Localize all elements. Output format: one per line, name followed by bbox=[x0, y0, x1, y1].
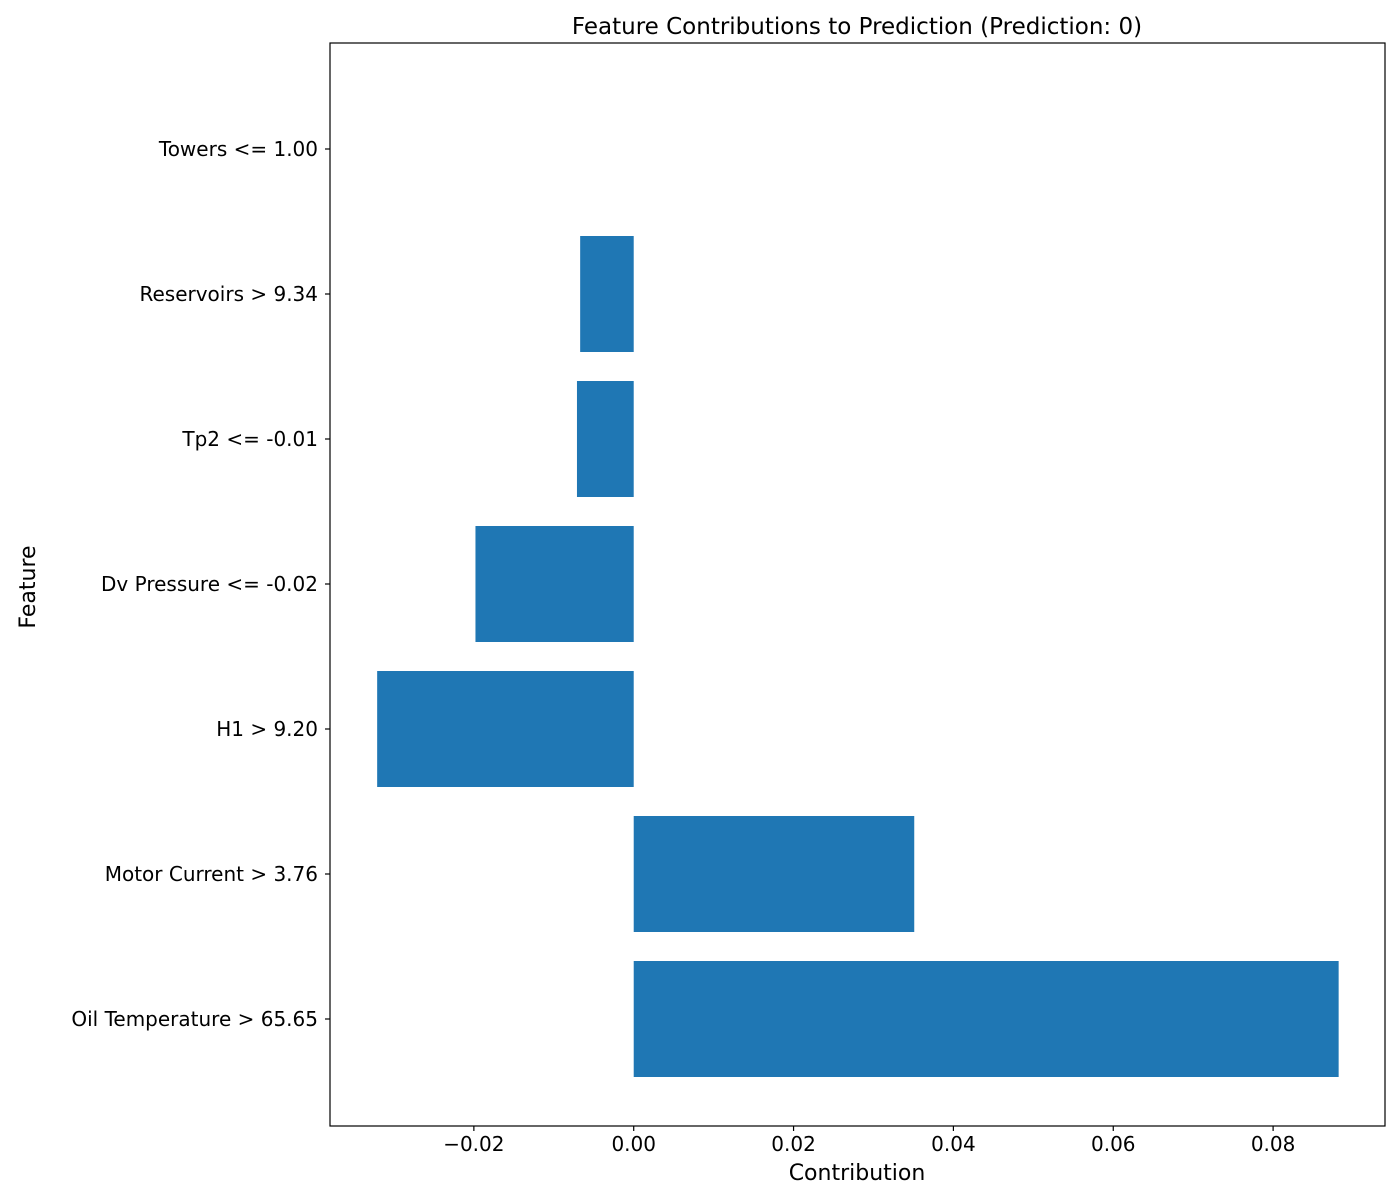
y-tick-label: Motor Current > 3.76 bbox=[105, 862, 318, 886]
x-tick-label: 0.02 bbox=[771, 1132, 816, 1156]
y-tick-label: H1 > 9.20 bbox=[216, 717, 318, 741]
y-tick-label: Oil Temperature > 65.65 bbox=[71, 1007, 318, 1031]
y-tick-label: Towers <= 1.00 bbox=[158, 137, 318, 161]
bar bbox=[576, 381, 634, 497]
bar bbox=[475, 526, 634, 642]
x-tick-label: 0.00 bbox=[611, 1132, 656, 1156]
bar bbox=[633, 816, 915, 932]
x-axis-label: Contribution bbox=[789, 1161, 926, 1186]
y-tick-label: Reservoirs > 9.34 bbox=[139, 282, 318, 306]
y-axis-label: Feature bbox=[16, 545, 41, 628]
y-tick-label: Dv Pressure <= -0.02 bbox=[101, 572, 318, 596]
chart-title: Feature Contributions to Prediction (Pre… bbox=[572, 14, 1142, 40]
bars-layer bbox=[377, 236, 1339, 1077]
y-axis: Oil Temperature > 65.65 Motor Current > 3… bbox=[71, 137, 330, 1031]
x-tick-label: 0.08 bbox=[1251, 1132, 1296, 1156]
x-tick-label: 0.04 bbox=[931, 1132, 976, 1156]
bar bbox=[633, 961, 1339, 1077]
x-tick-label: 0.06 bbox=[1091, 1132, 1136, 1156]
bar bbox=[580, 236, 634, 352]
y-tick-label: Tp2 <= -0.01 bbox=[181, 427, 318, 451]
x-tick-label: −0.02 bbox=[443, 1132, 504, 1156]
x-axis: −0.02 0.00 0.02 0.04 0.06 0.08 bbox=[443, 1126, 1295, 1156]
bar bbox=[377, 671, 634, 787]
